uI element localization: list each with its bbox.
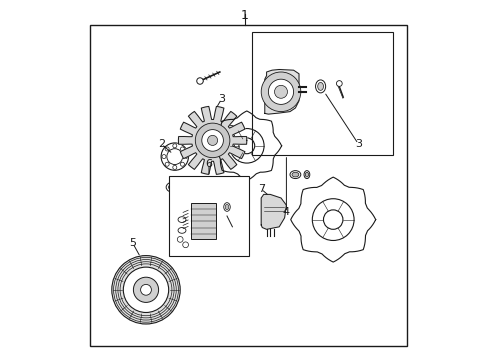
Ellipse shape bbox=[225, 204, 229, 210]
Circle shape bbox=[180, 147, 184, 151]
Ellipse shape bbox=[290, 171, 301, 179]
Circle shape bbox=[337, 81, 342, 86]
Ellipse shape bbox=[178, 228, 186, 233]
Ellipse shape bbox=[304, 171, 310, 179]
Bar bbox=[90, 25, 407, 346]
Ellipse shape bbox=[305, 172, 309, 177]
Polygon shape bbox=[261, 194, 286, 229]
Bar bbox=[170, 176, 248, 256]
Circle shape bbox=[208, 135, 218, 145]
Circle shape bbox=[123, 267, 169, 312]
Ellipse shape bbox=[224, 203, 230, 211]
Circle shape bbox=[112, 256, 180, 324]
Ellipse shape bbox=[178, 217, 186, 222]
Circle shape bbox=[173, 165, 177, 170]
Circle shape bbox=[167, 149, 183, 165]
Ellipse shape bbox=[292, 172, 299, 177]
Circle shape bbox=[161, 143, 189, 170]
Bar bbox=[209, 125, 234, 149]
Circle shape bbox=[173, 144, 177, 148]
Polygon shape bbox=[265, 69, 299, 114]
Text: 6: 6 bbox=[205, 159, 213, 169]
Circle shape bbox=[197, 78, 203, 84]
Circle shape bbox=[202, 130, 223, 151]
Circle shape bbox=[165, 162, 169, 166]
Ellipse shape bbox=[169, 184, 177, 190]
Circle shape bbox=[162, 154, 166, 159]
Circle shape bbox=[274, 85, 288, 98]
Text: 1: 1 bbox=[241, 9, 249, 22]
Text: 3: 3 bbox=[355, 139, 362, 149]
Ellipse shape bbox=[166, 182, 180, 192]
Polygon shape bbox=[178, 107, 247, 174]
Circle shape bbox=[196, 123, 230, 158]
Circle shape bbox=[180, 162, 184, 166]
Ellipse shape bbox=[318, 82, 323, 90]
Circle shape bbox=[261, 72, 301, 112]
Circle shape bbox=[165, 147, 169, 151]
Circle shape bbox=[184, 154, 188, 159]
Circle shape bbox=[269, 79, 294, 104]
Circle shape bbox=[141, 284, 151, 295]
Text: 7: 7 bbox=[258, 184, 265, 194]
Text: 2: 2 bbox=[158, 139, 165, 149]
Text: 5: 5 bbox=[129, 238, 136, 248]
Text: 3: 3 bbox=[218, 94, 225, 104]
Text: 4: 4 bbox=[283, 207, 290, 217]
Ellipse shape bbox=[316, 80, 326, 93]
Circle shape bbox=[183, 242, 189, 248]
Circle shape bbox=[177, 237, 183, 242]
Bar bbox=[191, 203, 216, 239]
Bar bbox=[252, 32, 392, 155]
Circle shape bbox=[133, 277, 159, 302]
